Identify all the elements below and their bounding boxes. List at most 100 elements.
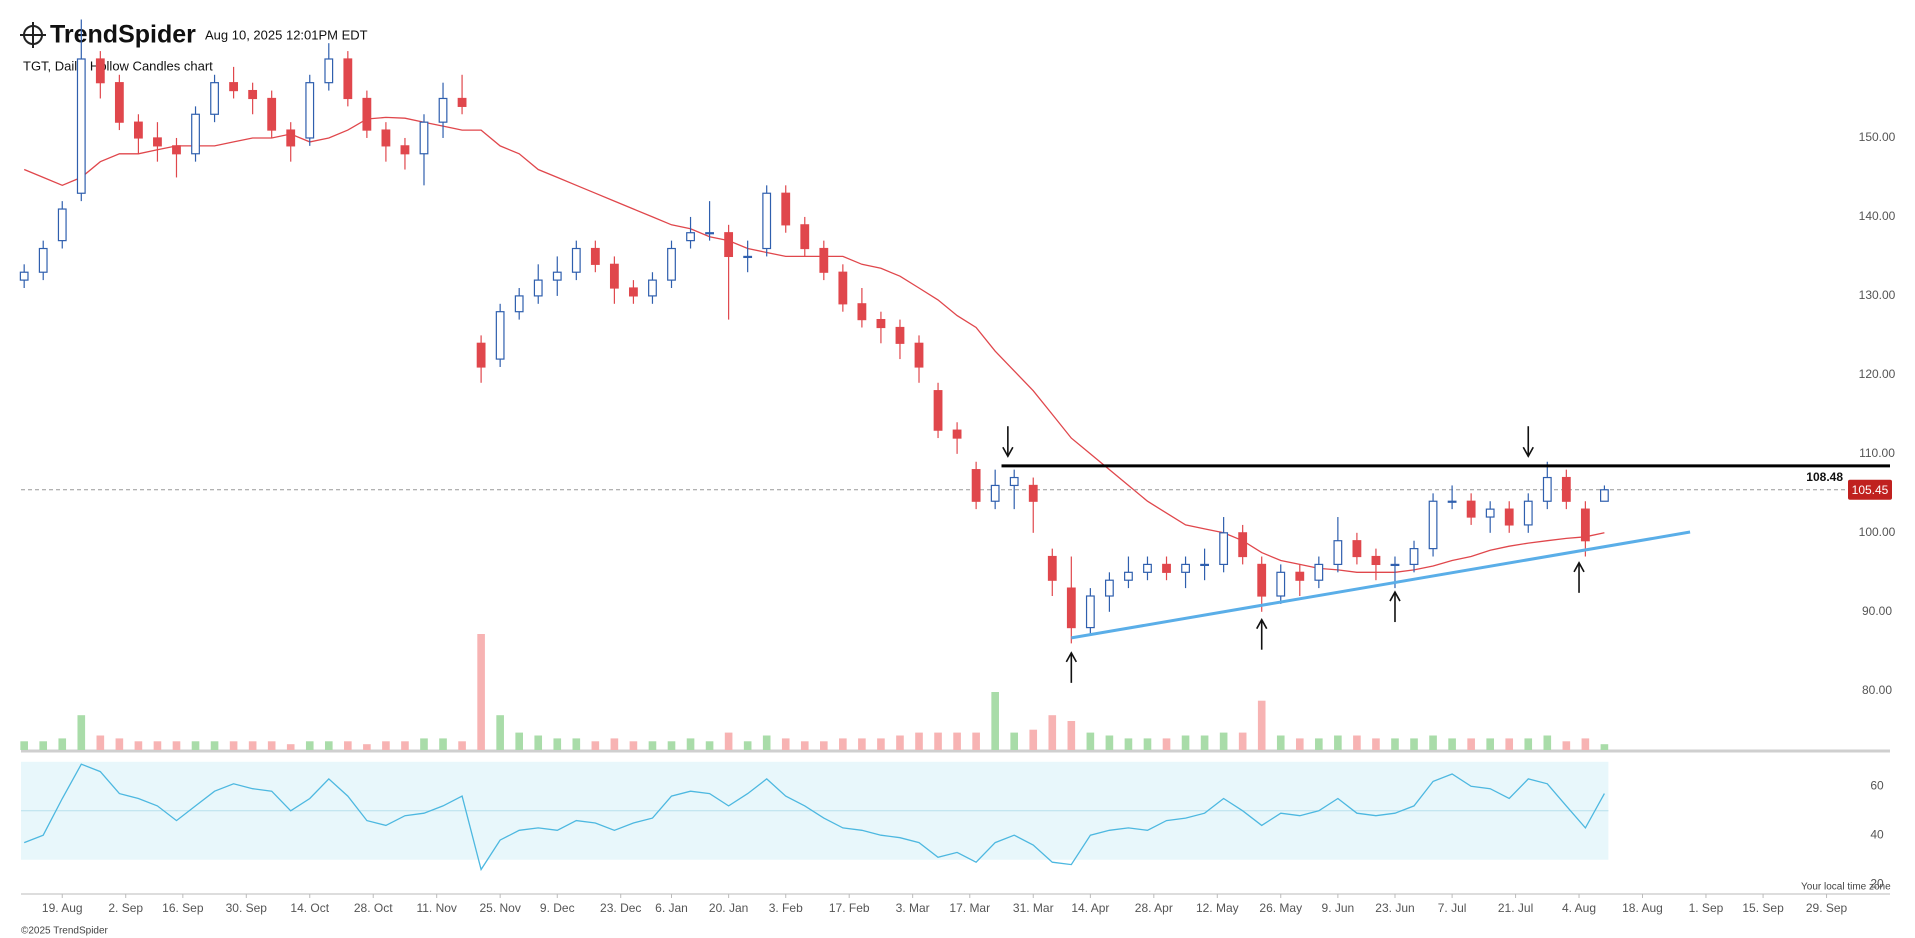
- candle-body: [609, 263, 619, 289]
- volume-bar: [1391, 738, 1399, 750]
- x-tick-label: 3. Mar: [896, 901, 930, 915]
- volume-bar: [1334, 735, 1342, 750]
- candle-body: [1257, 563, 1267, 597]
- volume-bar: [439, 738, 447, 750]
- candle-body: [629, 287, 638, 297]
- logo[interactable]: TrendSpider: [50, 21, 196, 49]
- candle-body: [1200, 563, 1210, 567]
- rsi-tick-label: 60: [1870, 778, 1884, 792]
- candle-body: [781, 192, 791, 226]
- volume-bar: [1505, 738, 1514, 750]
- volume-bar: [1105, 735, 1114, 750]
- volume-bar: [934, 732, 942, 750]
- candle-body: [648, 279, 657, 297]
- candle-body: [1390, 563, 1400, 567]
- x-tick-label: 7. Jul: [1438, 901, 1467, 915]
- candle-body: [533, 279, 543, 297]
- last-price-tag: [1848, 479, 1892, 500]
- y-tick-label: 100.00: [1859, 525, 1896, 539]
- volume-bar: [877, 738, 885, 750]
- volume-bar: [1486, 738, 1494, 750]
- candle-body: [305, 82, 315, 139]
- volume-bar: [39, 741, 48, 750]
- candle-body: [1009, 476, 1019, 487]
- volume-bar: [401, 741, 409, 750]
- volume-bar: [20, 741, 28, 750]
- last-price-label: 105.45: [1852, 483, 1889, 497]
- timezone-note: Your local time zone: [1801, 882, 1891, 893]
- volume-bar: [743, 741, 752, 750]
- candle-body: [762, 192, 772, 250]
- candle-body: [248, 89, 258, 100]
- candle-body: [876, 318, 886, 329]
- volume-bar: [77, 715, 86, 750]
- candle-body: [191, 113, 200, 155]
- volume-bar: [1200, 735, 1209, 750]
- x-tick-label: 12. May: [1196, 901, 1239, 915]
- volume-bar: [686, 738, 695, 750]
- x-tick-label: 28. Apr: [1135, 901, 1173, 915]
- candle-body: [1104, 579, 1114, 597]
- candle-body: [76, 58, 86, 194]
- x-tick-label: 18. Aug: [1622, 901, 1663, 915]
- candle-body: [343, 58, 353, 100]
- volume-bar: [1067, 721, 1076, 750]
- x-tick-label: 2. Sep: [108, 901, 143, 915]
- volume-bar: [496, 715, 504, 750]
- volume-bar: [915, 732, 923, 750]
- x-tick-label: 31. Mar: [1013, 901, 1054, 915]
- candle-body: [38, 247, 48, 273]
- y-tick-label: 140.00: [1859, 209, 1896, 223]
- candle-body: [1523, 500, 1533, 526]
- volume-bar: [1276, 735, 1285, 750]
- x-tick-label: 15. Sep: [1742, 901, 1784, 915]
- candle-body: [1219, 532, 1229, 566]
- candle-body: [1447, 500, 1457, 503]
- volume-bar: [572, 738, 581, 750]
- arrow: [1065, 651, 1078, 683]
- candle-body: [381, 129, 391, 147]
- candle-body: [1066, 587, 1076, 629]
- volume-bar: [305, 741, 314, 750]
- candle-body: [1352, 540, 1362, 558]
- arrow-head: [1065, 651, 1078, 663]
- candle-body: [1276, 571, 1286, 597]
- x-tick-label: 17. Mar: [949, 901, 990, 915]
- y-tick-label: 80.00: [1862, 683, 1892, 697]
- arrow: [1389, 590, 1401, 623]
- candle-body: [95, 58, 105, 84]
- trend-line-label: 108.48: [1806, 470, 1843, 484]
- candle-body: [400, 145, 410, 155]
- x-tick-label: 9. Dec: [540, 901, 575, 915]
- candle-body: [705, 232, 714, 235]
- volume-bar: [363, 744, 371, 750]
- candle-body: [1466, 500, 1476, 518]
- rsi-tick-label: 40: [1870, 827, 1884, 841]
- candle-body: [210, 82, 219, 115]
- x-tick-label: 30. Sep: [226, 901, 268, 915]
- volume-bar: [1219, 732, 1228, 750]
- rsi-line: [23, 763, 1605, 872]
- y-tick-label: 110.00: [1859, 446, 1895, 460]
- candle-body: [133, 121, 143, 139]
- volume-bar: [667, 741, 676, 750]
- candle-body: [1504, 508, 1514, 526]
- x-tick-label: 20. Jan: [709, 901, 748, 915]
- volume-bar: [1124, 738, 1133, 750]
- candle-body: [1085, 595, 1095, 629]
- candle-body: [590, 247, 600, 265]
- candle-body: [514, 295, 524, 313]
- candle-body: [172, 145, 181, 155]
- volume-bar: [629, 741, 638, 750]
- volume-bar: [648, 741, 657, 750]
- arrow: [1256, 618, 1268, 650]
- candle-body: [857, 303, 867, 321]
- x-tick-label: 25. Nov: [479, 901, 520, 915]
- candle-body: [362, 97, 372, 131]
- x-tick-label: 17. Feb: [829, 901, 870, 915]
- candle-body: [495, 311, 505, 360]
- volume-bar: [267, 741, 276, 750]
- volume-bar: [1524, 738, 1533, 750]
- candle-body: [1028, 484, 1038, 502]
- arrow: [1573, 561, 1585, 593]
